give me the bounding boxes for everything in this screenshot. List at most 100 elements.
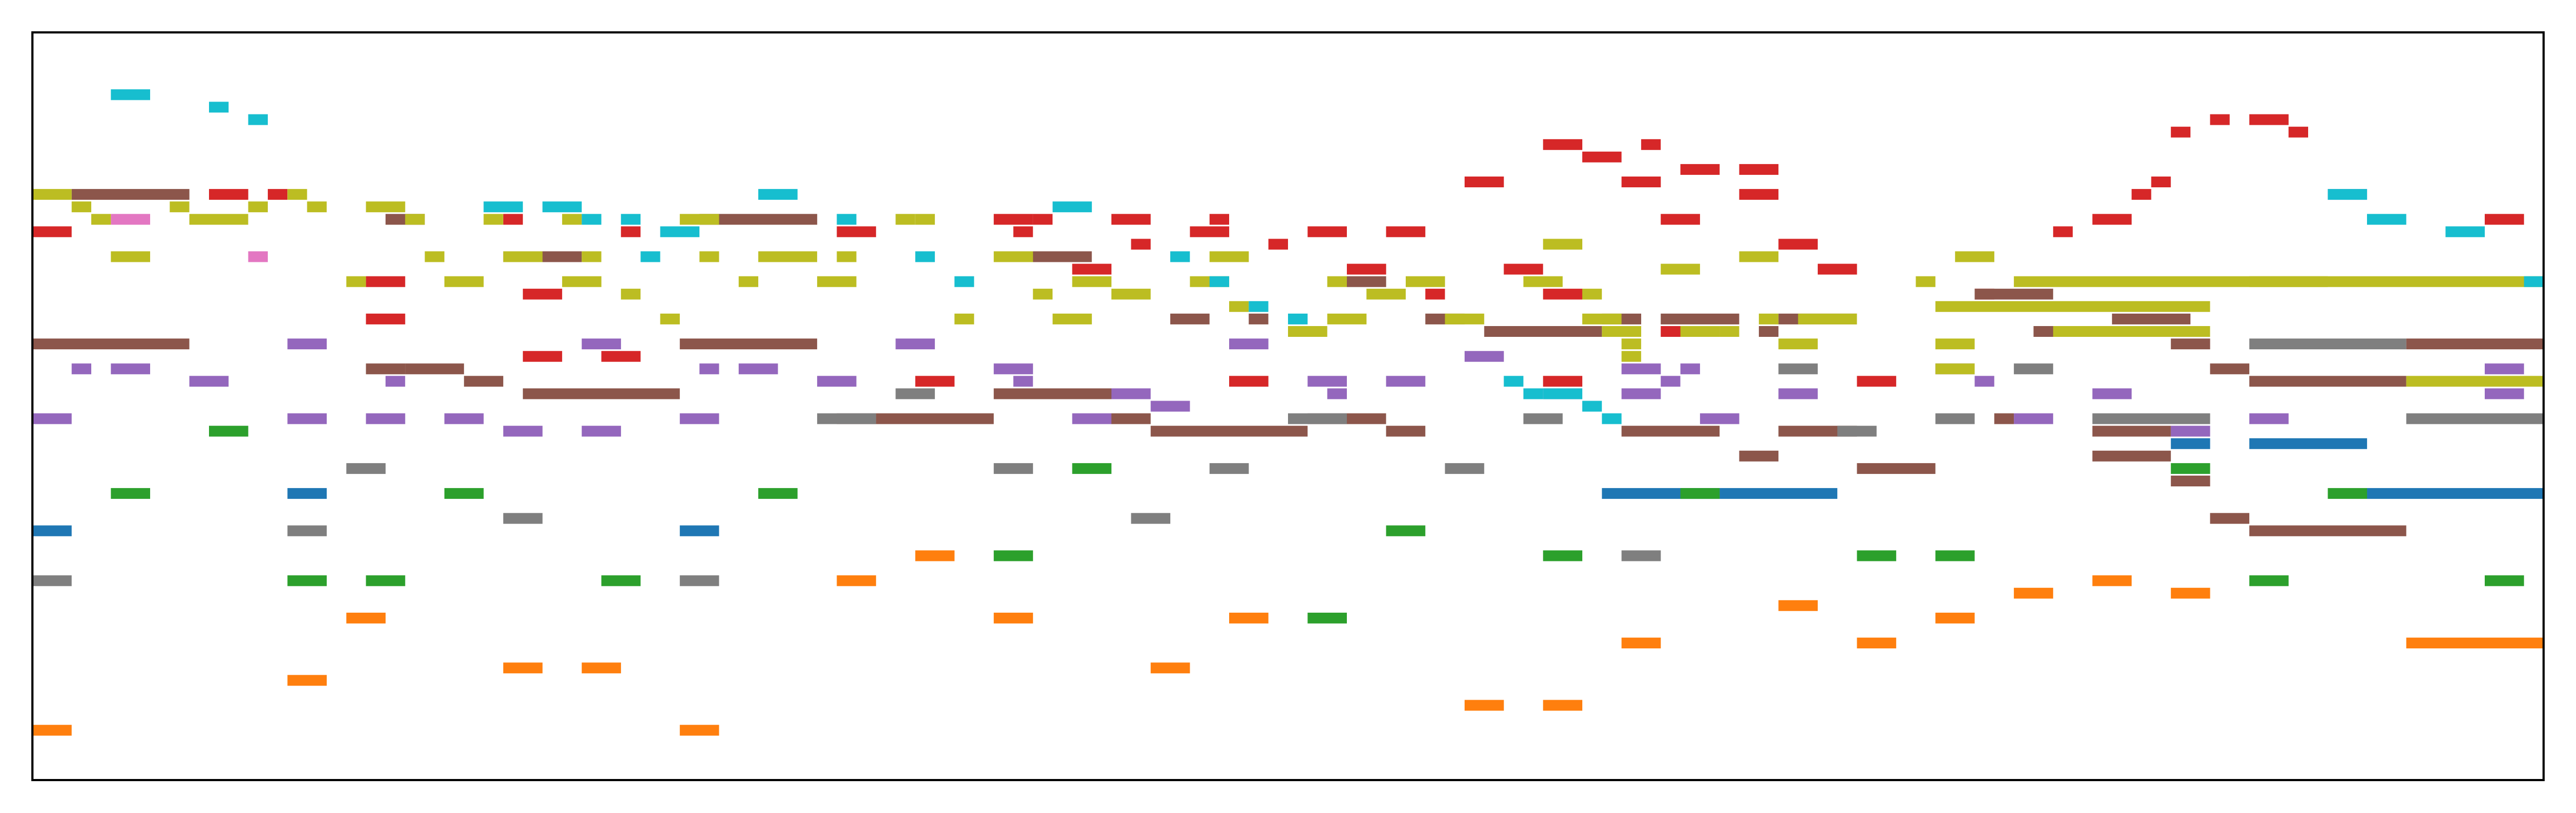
plot-frame [31, 31, 2545, 781]
note-bar-4-12 [679, 413, 719, 424]
note-bar-4-19 [1072, 413, 1112, 424]
note-bar-7-15 [1837, 425, 1877, 437]
note-bar-8-36 [1229, 301, 1249, 312]
note-bar-8-42 [1406, 276, 1445, 287]
note-bar-8-14 [483, 214, 503, 225]
note-bar-5-24 [1562, 326, 1602, 337]
note-bar-4-23 [1327, 388, 1347, 399]
note-bar-3-43 [2053, 226, 2073, 238]
note-bar-4-14 [738, 363, 778, 375]
note-bar-9-17 [1288, 313, 1308, 324]
note-bar-9-13 [1053, 201, 1092, 213]
note-bar-0-5 [2170, 438, 2210, 449]
note-bar-8-43 [1445, 313, 1485, 324]
note-bar-9-7 [621, 214, 641, 225]
note-bar-9-12 [954, 276, 974, 287]
note-bar-7-13 [1621, 550, 1661, 561]
note-bar-8-50 [1621, 338, 1641, 350]
note-bar-4-20 [1111, 388, 1151, 399]
note-bar-4-8 [444, 413, 484, 424]
note-bar-9-3 [660, 226, 700, 238]
note-bar-4-18 [1013, 376, 1033, 387]
note-bar-1-14 [1778, 600, 1818, 611]
note-bar-2-13 [1857, 550, 1897, 561]
note-bar-2-6 [758, 488, 798, 499]
note-bar-7-19 [2249, 338, 2406, 350]
note-bar-5-15 [1111, 413, 1151, 424]
note-bar-5-20 [1347, 276, 1386, 287]
note-bar-3-10 [837, 226, 876, 238]
note-bar-8-33 [1072, 276, 1112, 287]
note-bar-5-2 [366, 363, 406, 375]
note-bar-3-48 [2210, 114, 2230, 125]
note-bar-5-27 [1661, 313, 1739, 324]
note-bar-8-28 [915, 214, 935, 225]
note-bar-8-37 [1209, 251, 1249, 262]
note-bar-8-25 [837, 251, 857, 262]
note-bar-3-51 [2485, 214, 2524, 225]
note-bar-6-0 [111, 214, 150, 225]
note-bar-8-52 [1680, 326, 1720, 337]
note-bar-9-8 [640, 251, 660, 262]
note-bar-3-46 [2151, 177, 2171, 187]
note-bar-2-12 [1680, 488, 1720, 499]
note-bar-1-9 [1150, 662, 1190, 674]
note-bar-3-38 [1739, 164, 1779, 175]
note-bar-8-54 [1739, 251, 1779, 262]
note-bar-8-59 [1935, 338, 1975, 350]
note-bar-8-7 [287, 189, 307, 200]
note-bar-5-21 [1386, 425, 1426, 437]
note-bar-9-11 [915, 251, 935, 262]
note-bar-1-8 [994, 612, 1033, 624]
note-bar-8-3 [111, 251, 150, 262]
note-bar-8-1 [71, 201, 91, 213]
note-bar-0-4 [1719, 488, 1838, 499]
note-bar-8-46 [1582, 288, 1602, 300]
note-bar-8-13 [444, 276, 484, 287]
note-bar-3-41 [1857, 376, 1897, 387]
note-bar-5-45 [2406, 338, 2544, 350]
note-bar-4-25 [1386, 376, 1426, 387]
note-bar-3-39 [1778, 239, 1818, 250]
note-bar-4-6 [366, 413, 406, 424]
note-bar-5-26 [1621, 425, 1720, 437]
note-bar-8-34 [1111, 288, 1151, 300]
note-bar-2-0 [111, 488, 150, 499]
note-bar-1-13 [1621, 638, 1661, 649]
note-bar-4-5 [287, 413, 327, 424]
note-bar-2-9 [1307, 612, 1347, 624]
note-bar-8-4 [170, 201, 190, 213]
note-bar-3-16 [1111, 214, 1151, 225]
note-bar-4-3 [189, 376, 229, 387]
note-bar-2-11 [1543, 550, 1582, 561]
note-bar-1-2 [346, 612, 386, 624]
note-bar-0-6 [2249, 438, 2368, 449]
note-bar-0-0 [32, 525, 72, 537]
note-bar-3-35 [1680, 164, 1720, 175]
note-bar-5-9 [679, 338, 818, 350]
note-bar-3-5 [503, 214, 523, 225]
note-bar-1-19 [2170, 587, 2210, 599]
note-bar-3-7 [523, 351, 562, 362]
note-bar-1-17 [2014, 587, 2053, 599]
note-bar-3-3 [366, 313, 406, 324]
note-bar-8-22 [699, 251, 719, 262]
note-bar-8-30 [994, 251, 1033, 262]
note-bar-8-60 [1955, 251, 1994, 262]
note-bar-3-4 [366, 276, 406, 287]
note-bar-8-19 [621, 288, 641, 300]
note-bar-5-23 [1484, 326, 1582, 337]
note-bar-8-45 [1523, 276, 1563, 287]
note-bar-1-15 [1857, 638, 1897, 649]
note-bar-2-14 [1935, 550, 1975, 561]
note-bar-9-22 [1602, 413, 1622, 424]
note-bar-5-8 [523, 388, 680, 399]
note-bar-3-14 [1033, 214, 1053, 225]
note-bar-8-44 [1543, 239, 1582, 250]
note-bar-5-28 [1739, 450, 1779, 462]
note-bar-7-7 [994, 463, 1033, 474]
note-bar-3-15 [1072, 263, 1112, 275]
note-bar-7-11 [1445, 463, 1485, 474]
note-bar-9-19 [1523, 388, 1543, 399]
note-bar-8-8 [307, 201, 327, 213]
